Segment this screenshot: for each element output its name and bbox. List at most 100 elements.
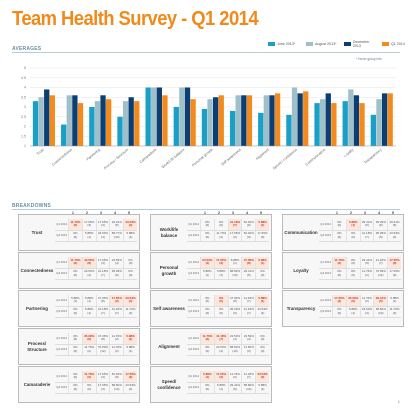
bar [128,97,134,146]
breakdown-cell: 58.82% (10) [241,382,255,393]
cell-count: (0) [205,310,210,315]
bar [61,124,67,146]
cell-percentage: 41.18% [375,257,386,262]
cell-percentage: 17.65% [389,257,400,262]
breakdown-row: Q1 2014 11.76% (2) 0% (0) 29.41% (5) 41.18% (7) 1… [319,257,401,269]
x-tick-label: Trust [36,148,45,156]
cell-percentage: 23.53% [257,307,268,311]
cell-percentage: 17.65% [97,383,109,387]
cell-count: (9) [246,234,251,239]
breakdown-cell: 11.76% (2) [387,306,401,317]
breakdown-row: Q1 2014 0% (0) 5.88% (1) 29.41% (5) 35.29% (6) 29… [319,219,401,231]
breakdown-cell: 11.76% (2) [109,333,123,344]
breakdown-card: Self awareness Q1 2014 0% (0) 0% (0) 47.06% (8)… [150,290,272,327]
breakdown-cell: 41.18% (7) [241,306,255,317]
cell-percentage: 17.65% [84,219,95,224]
column-header: 3 [100,211,102,215]
breakdown-cell: 23.53% (4) [227,333,242,344]
cell-count: (1) [128,234,133,239]
cell-count: (2) [87,348,92,353]
breakdown-category-label: Partnering [26,305,48,311]
cell-percentage: 0% [337,219,342,224]
legend-item-august: August 2013* [306,40,340,48]
cell-count: (0) [128,261,133,266]
breakdown-category-label: Self awareness [153,305,185,311]
cell-count: (4) [87,272,92,277]
breakdown-cell: 23.53% (4) [200,257,214,268]
cell-count: (4) [392,234,397,239]
cell-count: (8) [101,337,105,342]
cell-percentage: 0% [73,231,78,235]
cell-count: (0) [205,386,210,391]
cell-count: (0) [205,234,210,239]
breakdown-category-label: Work/life balance [159,227,179,238]
cell-percentage: 29.41% [361,219,373,224]
cell-percentage: 11.76% [111,333,122,338]
cell-percentage: 0% [128,269,133,273]
cell-percentage: 58.82% [375,307,386,311]
breakdown-cell: 23.53% (4) [241,333,255,344]
breakdown-table: Q1 2014 0% (0) 5.88% (1) 29.41% (5) 35.29% (6) 29… [319,219,401,242]
breakdown-cell: 0% (0) [332,230,346,241]
cell-percentage: 17.65% [334,295,345,300]
page-title: Team Health Survey - Q1 2014 [12,8,259,30]
cell-count: (5) [246,272,251,277]
cell-percentage: 23.53% [257,371,268,376]
x-tick-label: Camaraderie [139,148,157,164]
x-tick-label: Speed / confidence [272,148,298,171]
x-tick-label: Partnering [86,148,101,162]
breakdown-card: Loyalty Q1 2014 11.76% (2) 0% (0) 29.41% (5) 41.… [282,252,404,289]
breakdown-row: Q1 2014 23.53% (4) 17.65% (3) 5.88% (1) 47.06%(… [187,257,269,269]
bar [359,103,365,146]
cell-count: (5) [365,223,369,228]
cell-percentage: 11.76% [334,257,345,262]
bar [162,95,168,146]
breakdown-cell: 0% (0) [68,382,82,393]
period-label: Q1 2014 [320,221,331,226]
breakdown-row: Q4 2013 0% (0) 5.88% (1) 41.18% (7) 41.18% (7) 11… [55,306,137,318]
legend-item-december: December 2013 [344,40,378,48]
cell-count: (1) [260,261,265,266]
breakdown-cell: 0% (0) [68,230,82,241]
breakdown-cell: 5.88% (1) [213,268,228,279]
cell-count: (4) [233,337,237,342]
cell-percentage: 23.53% [125,383,136,387]
breakdown-row: Q4 2013 0% (0) 5.88% (1) 23.53% (4) 58.77% (10) 5… [55,230,137,242]
cell-percentage: 17.65% [97,371,109,376]
period-label: Q1 2014 [320,297,331,302]
column-header: 5 [392,211,394,215]
cell-percentage: 17.65% [125,371,136,376]
breakdown-card: Transparency Q1 2014 17.65% (3) 35.29% (6) 11.… [282,290,404,327]
cell-count: (2) [128,310,133,315]
cell-percentage: 29.41% [375,295,386,300]
cell-percentage: 47.06% [243,257,254,262]
cell-count: (1) [87,310,92,315]
cell-count: (2) [114,337,119,342]
bar [370,114,377,146]
cell-percentage: 35.29% [111,269,122,273]
breakdown-cell: 0% (0) [123,268,137,279]
breakdown-cell: 0% (0) [255,268,269,279]
cell-percentage: 5.88% [84,307,94,311]
cell-percentage: 23.53% [125,295,136,300]
cell-count: (4) [128,223,133,228]
cell-count: (4) [260,310,265,315]
breakdown-row: Q4 2013 0% (0) 5.88% (1) 29.41% (5) 58.82% (10) 5… [187,382,269,394]
cell-percentage: 23.53% [125,219,136,224]
breakdown-cell: 29.41% (5) [373,295,388,306]
cell-count: (2) [392,310,397,315]
cell-percentage: 0% [219,295,224,300]
breakdown-cell: 58.82% (10) [227,268,242,279]
bar [184,87,191,146]
breakdown-cell: 23.53% (4) [95,230,110,241]
cell-percentage: 41.18% [216,333,227,338]
cell-count: (2) [219,234,224,239]
cell-percentage: 0% [205,295,210,300]
breakdown-cell: 41.18% (7) [241,371,255,382]
breakdown-cell: 23.53% (4) [213,344,228,355]
cell-percentage: 58.77% [111,231,122,235]
breakdown-table: Q1 2014 5.88% (1) 5.88% (1) 47.06% (8) 17.65% (3… [55,295,137,318]
bar [117,116,123,146]
bar [274,93,281,146]
breakdown-cell: 11.76% (2) [332,257,346,268]
